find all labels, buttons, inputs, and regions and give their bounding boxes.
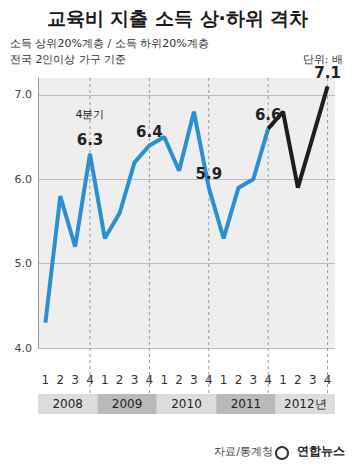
svg-text:7.1: 7.1	[314, 64, 341, 82]
svg-text:4: 4	[205, 373, 213, 387]
svg-text:3: 3	[131, 373, 139, 387]
svg-text:3: 3	[190, 373, 198, 387]
svg-text:6.6: 6.6	[255, 106, 282, 124]
svg-text:교육비 지출 소득 상·하위 격차: 교육비 지출 소득 상·하위 격차	[47, 7, 309, 29]
svg-text:2: 2	[56, 373, 64, 387]
svg-text:2009: 2009	[112, 397, 143, 411]
svg-text:3: 3	[250, 373, 258, 387]
svg-text:4: 4	[264, 373, 272, 387]
svg-text:7.0: 7.0	[15, 88, 33, 101]
svg-text:1: 1	[220, 373, 228, 387]
svg-text:5.0: 5.0	[15, 257, 33, 270]
svg-text:소득 상위20%계층 / 소득 하위20%계층: 소득 상위20%계층 / 소득 하위20%계층	[10, 37, 209, 50]
svg-text:2011: 2011	[231, 397, 262, 411]
svg-text:3: 3	[309, 373, 317, 387]
svg-text:4: 4	[86, 373, 94, 387]
svg-text:5.9: 5.9	[195, 165, 222, 183]
svg-text:2012년: 2012년	[284, 397, 327, 411]
svg-text:2008: 2008	[52, 397, 83, 411]
svg-text:2: 2	[294, 373, 302, 387]
svg-text:2: 2	[116, 373, 124, 387]
svg-text:1: 1	[101, 373, 109, 387]
svg-text:4: 4	[146, 373, 154, 387]
svg-text:3: 3	[71, 373, 79, 387]
svg-text:연합뉴스: 연합뉴스	[297, 444, 345, 458]
svg-text:4: 4	[324, 373, 332, 387]
svg-text:6.3: 6.3	[77, 131, 104, 149]
svg-text:6.0: 6.0	[15, 173, 33, 186]
svg-text:1: 1	[42, 373, 50, 387]
svg-text:자료/통계청: 자료/통계청	[214, 445, 273, 458]
svg-text:1: 1	[279, 373, 287, 387]
svg-text:2: 2	[175, 373, 183, 387]
svg-text:4분기: 4분기	[75, 108, 104, 121]
svg-text:1: 1	[160, 373, 168, 387]
svg-text:6.4: 6.4	[136, 123, 163, 141]
svg-text:2010: 2010	[171, 397, 202, 411]
svg-text:2: 2	[235, 373, 243, 387]
svg-text:4.0: 4.0	[15, 342, 33, 355]
svg-text:전국 2인이상 가구 기준: 전국 2인이상 가구 기준	[10, 53, 127, 66]
svg-text:단위: 배: 단위: 배	[302, 53, 343, 66]
